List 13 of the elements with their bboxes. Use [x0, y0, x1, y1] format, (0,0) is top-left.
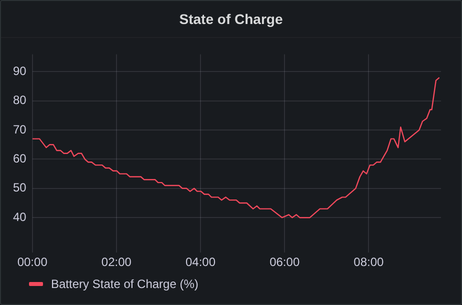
x-tick-label: 00:00 [17, 255, 48, 270]
y-tick-label: 90 [12, 64, 27, 78]
y-tick-label: 60 [12, 152, 27, 166]
y-tick-label: 80 [12, 93, 27, 108]
x-tick-label: 06:00 [270, 255, 300, 270]
y-tick-label: 40 [12, 210, 27, 224]
chart-title: State of Charge [1, 1, 461, 38]
legend-label: Battery State of Charge (%) [51, 277, 198, 291]
x-tick-label: 02:00 [101, 255, 132, 270]
x-tick-label: 04:00 [186, 255, 216, 270]
x-tick-label: 08:00 [354, 255, 384, 270]
y-tick-label: 50 [12, 180, 27, 195]
y-tick-label: 70 [12, 122, 27, 136]
